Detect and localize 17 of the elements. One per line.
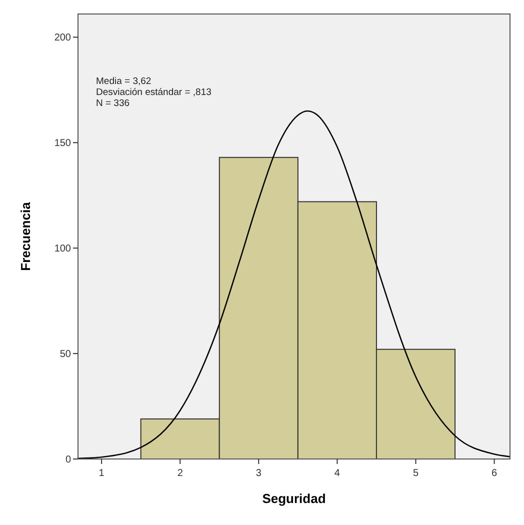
y-tick-label: 0 — [65, 454, 72, 466]
annotation: N = 336 — [96, 98, 130, 109]
x-tick-label: 1 — [98, 468, 105, 479]
x-tick-label: 6 — [492, 468, 498, 479]
annotation: Desviación estándar = ,813 — [96, 87, 212, 98]
y-tick-label: 150 — [54, 138, 72, 150]
y-tick-label: 50 — [60, 349, 72, 360]
line-series — [78, 110, 510, 459]
y-axis-title: Frecuencia — [18, 201, 33, 271]
x-axis-title: Seguridad — [262, 491, 326, 506]
x-tick-label: 3 — [256, 468, 262, 479]
y-tick-label: 200 — [54, 32, 72, 44]
x-tick-label: 4 — [334, 468, 340, 479]
annotation: Media = 3,62 — [96, 76, 152, 87]
x-tick-label: 2 — [177, 468, 184, 479]
x-tick-label: 5 — [412, 468, 419, 479]
y-tick-label: 100 — [54, 244, 72, 255]
